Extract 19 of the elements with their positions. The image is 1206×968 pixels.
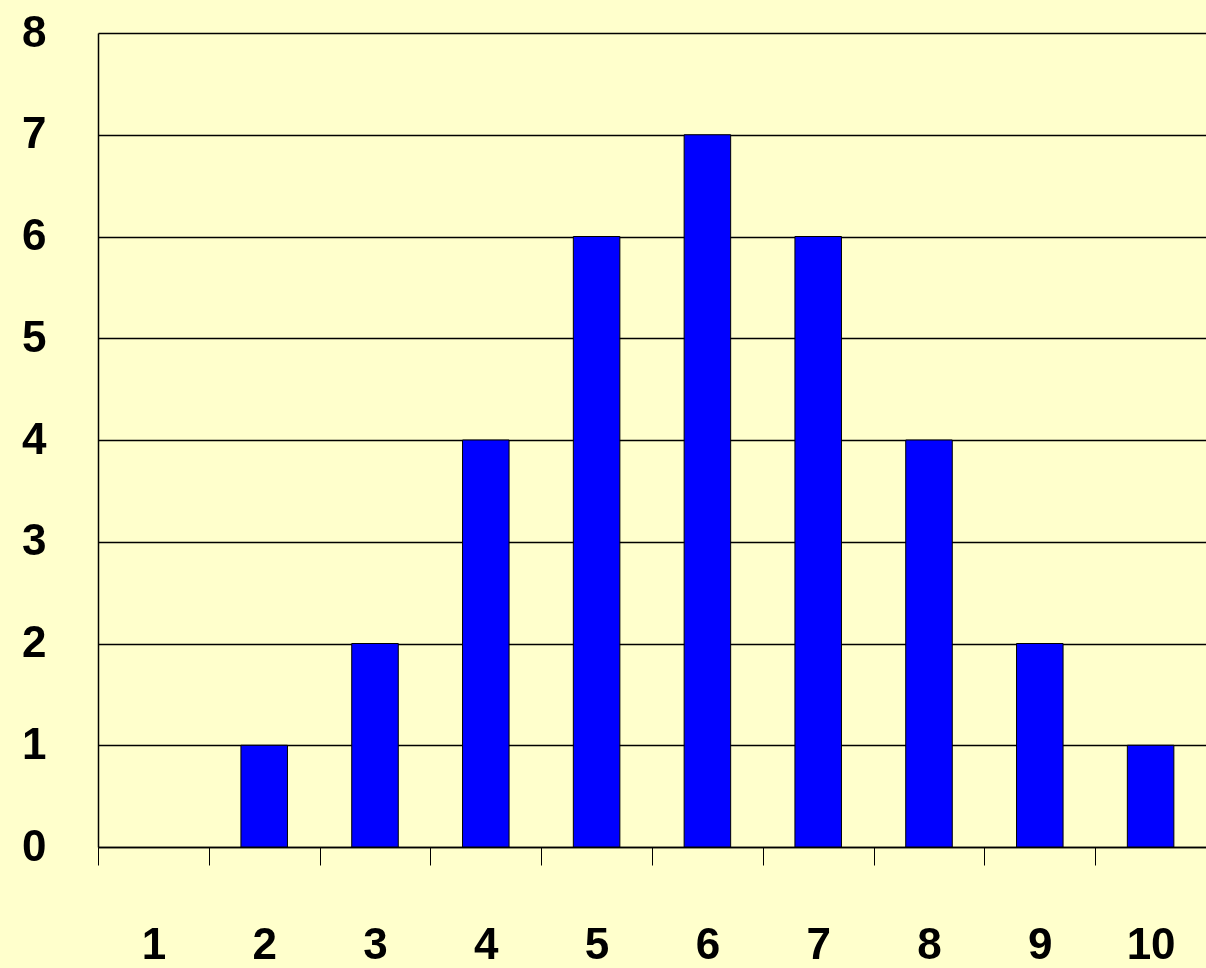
x-tick-label: 8 bbox=[917, 918, 942, 968]
x-tick-label: 4 bbox=[474, 918, 500, 968]
x-tick-label: 2 bbox=[252, 918, 277, 968]
x-tick-label: 9 bbox=[1028, 918, 1053, 968]
y-tick-label: 7 bbox=[22, 108, 47, 158]
y-tick-label: 3 bbox=[22, 515, 47, 565]
x-tick-label: 7 bbox=[806, 918, 831, 968]
y-tick-label: 6 bbox=[22, 210, 47, 259]
x-tick-label: 5 bbox=[584, 918, 610, 968]
y-tick-label: 0 bbox=[22, 820, 47, 870]
x-tick-label: 10 bbox=[1126, 918, 1176, 968]
y-tick-label: 4 bbox=[22, 413, 48, 463]
y-tick-label: 8 bbox=[22, 6, 47, 56]
y-tick-label: 5 bbox=[22, 311, 47, 361]
y-tick-label: 1 bbox=[22, 718, 47, 768]
x-tick-label: 6 bbox=[695, 918, 721, 968]
x-tick-label: 3 bbox=[363, 918, 388, 968]
y-tick-label: 2 bbox=[22, 617, 47, 666]
x-tick-label: 1 bbox=[141, 918, 167, 968]
